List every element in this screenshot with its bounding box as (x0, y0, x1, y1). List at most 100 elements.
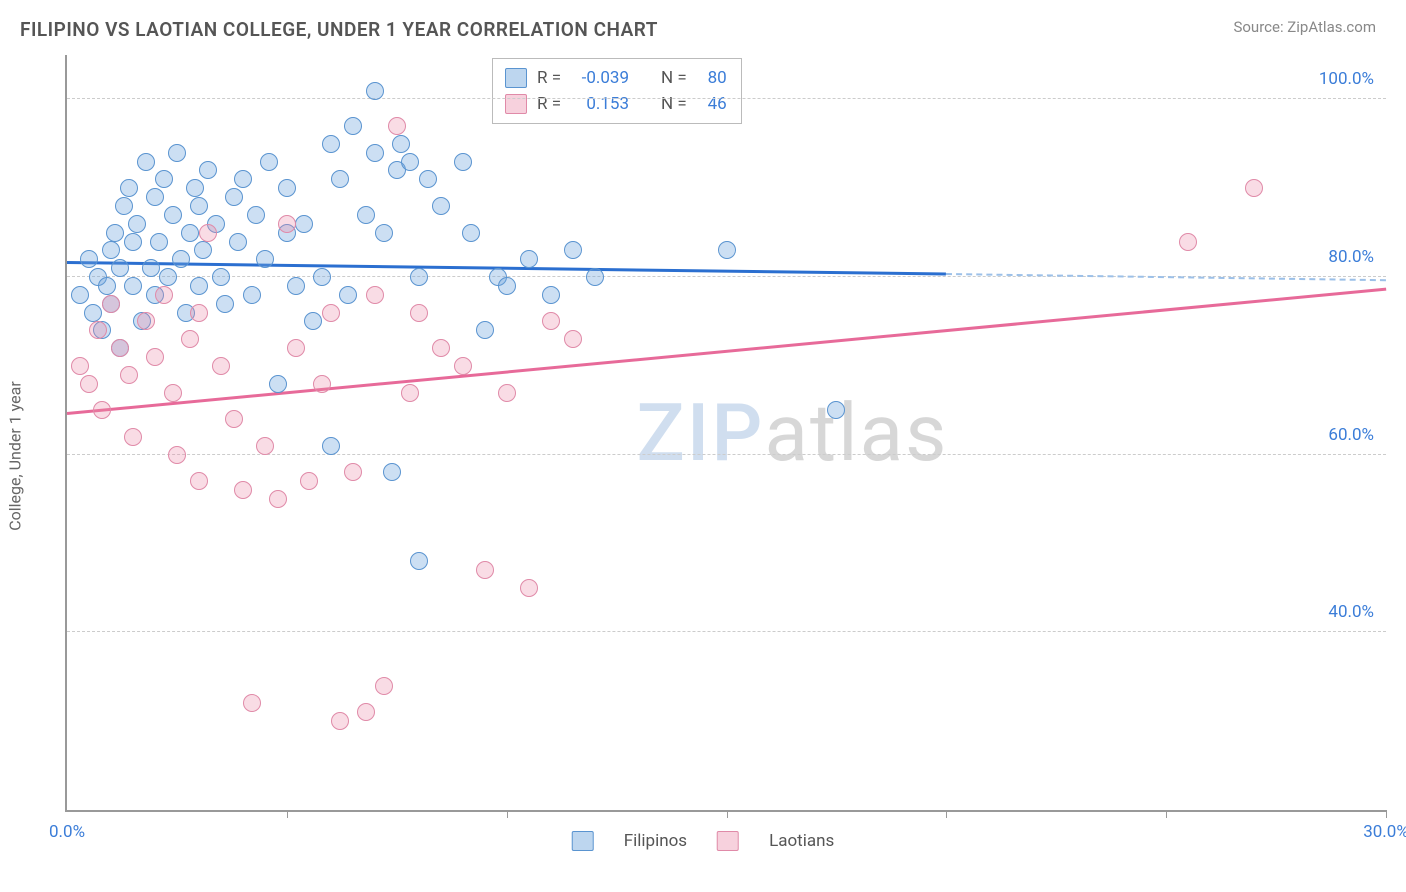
r-value: -0.039 (571, 68, 629, 88)
data-point (344, 117, 362, 135)
data-point (278, 179, 296, 197)
data-point (225, 188, 243, 206)
data-point (542, 312, 560, 330)
data-point (410, 552, 428, 570)
data-point (331, 712, 349, 730)
data-point (89, 321, 107, 339)
data-point (124, 428, 142, 446)
trend-line (67, 261, 946, 276)
data-point (150, 233, 168, 251)
data-point (375, 677, 393, 695)
data-point (247, 206, 265, 224)
data-point (120, 179, 138, 197)
r-label: R = (537, 94, 561, 114)
n-label: N = (661, 68, 687, 88)
plot-area: ZIPatlas R =-0.039N =80R =0.153N =46 40.… (65, 55, 1386, 812)
data-point (401, 384, 419, 402)
data-point (564, 241, 582, 259)
chart-container: College, Under 1 year ZIPatlas R =-0.039… (20, 55, 1386, 857)
data-point (186, 179, 204, 197)
data-point (199, 161, 217, 179)
source-label: Source: ZipAtlas.com (1233, 18, 1376, 36)
data-point (142, 259, 160, 277)
data-point (287, 277, 305, 295)
data-point (146, 348, 164, 366)
data-point (827, 401, 845, 419)
data-point (322, 135, 340, 153)
data-point (410, 304, 428, 322)
data-point (168, 446, 186, 464)
data-point (401, 153, 419, 171)
data-point (71, 286, 89, 304)
data-point (287, 339, 305, 357)
data-point (164, 384, 182, 402)
data-point (295, 215, 313, 233)
x-tick-label: 0.0% (49, 822, 85, 842)
data-point (168, 144, 186, 162)
n-label: N = (661, 94, 687, 114)
data-point (190, 304, 208, 322)
x-tick (727, 810, 728, 818)
data-point (322, 304, 340, 322)
data-point (98, 277, 116, 295)
data-point (120, 366, 138, 384)
data-point (111, 339, 129, 357)
data-point (181, 330, 199, 348)
data-point (432, 339, 450, 357)
data-point (344, 463, 362, 481)
data-point (300, 472, 318, 490)
data-point (278, 215, 296, 233)
y-tick-label: 40.0% (1328, 602, 1374, 622)
data-point (260, 153, 278, 171)
data-point (256, 437, 274, 455)
data-point (194, 241, 212, 259)
y-tick-label: 100.0% (1319, 69, 1374, 89)
data-point (225, 410, 243, 428)
data-point (190, 277, 208, 295)
x-tick-label: 30.0% (1363, 822, 1406, 842)
legend-swatch (717, 831, 739, 851)
legend-label: Filipinos (624, 831, 687, 851)
data-point (313, 268, 331, 286)
data-point (155, 286, 173, 304)
data-point (234, 170, 252, 188)
legend-swatch (505, 94, 527, 114)
data-point (269, 375, 287, 393)
data-point (392, 135, 410, 153)
data-point (454, 153, 472, 171)
legend-label: Laotians (769, 831, 834, 851)
data-point (256, 250, 274, 268)
x-tick (946, 810, 947, 818)
data-point (520, 579, 538, 597)
data-point (124, 233, 142, 251)
legend-swatch (572, 831, 594, 851)
data-point (155, 170, 173, 188)
data-point (331, 170, 349, 188)
trend-line (946, 273, 1386, 281)
data-point (124, 277, 142, 295)
data-point (718, 241, 736, 259)
data-point (498, 277, 516, 295)
chart-title: FILIPINO VS LAOTIAN COLLEGE, UNDER 1 YEA… (20, 18, 658, 41)
data-point (410, 268, 428, 286)
data-point (304, 312, 322, 330)
data-point (80, 250, 98, 268)
data-point (564, 330, 582, 348)
data-point (243, 286, 261, 304)
data-point (322, 437, 340, 455)
r-label: R = (537, 68, 561, 88)
legend-swatch (505, 68, 527, 88)
data-point (128, 215, 146, 233)
data-point (106, 224, 124, 242)
y-tick-label: 60.0% (1328, 425, 1374, 445)
data-point (269, 490, 287, 508)
data-point (216, 295, 234, 313)
series-legend: Filipinos Laotians (572, 831, 835, 851)
data-point (375, 224, 393, 242)
data-point (357, 206, 375, 224)
data-point (199, 224, 217, 242)
x-tick (507, 810, 508, 818)
data-point (234, 481, 252, 499)
data-point (366, 144, 384, 162)
x-tick (287, 810, 288, 818)
